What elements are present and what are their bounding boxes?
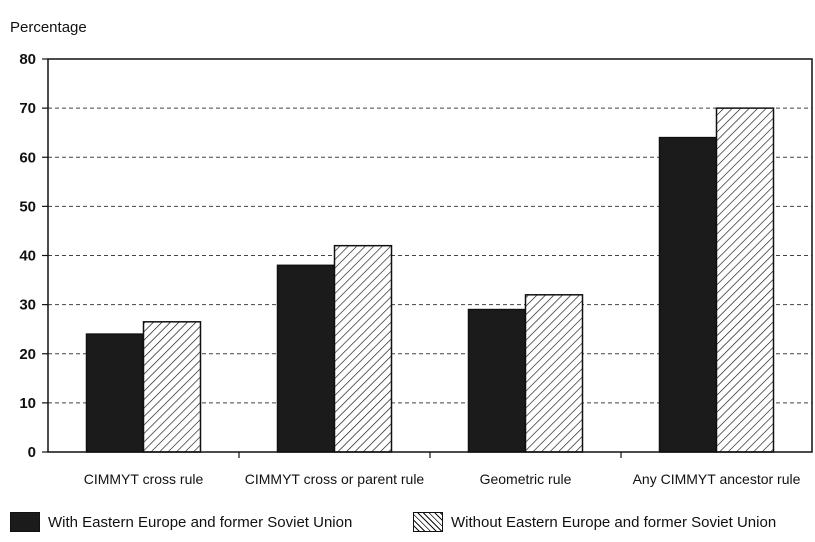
- y-tick-label: 0: [28, 444, 36, 461]
- y-tick-label: 30: [19, 297, 36, 314]
- y-tick-label: 60: [19, 149, 36, 166]
- bar-with-2: [276, 264, 336, 453]
- bar-with-3: [467, 308, 527, 453]
- x-category-label: Geometric rule: [480, 471, 572, 487]
- legend-swatch-hatched: [413, 512, 443, 532]
- bar-with-4: [658, 136, 718, 453]
- y-tick-labels: 0 10 20 30 40 50 60 70 80: [19, 51, 48, 461]
- legend: With Eastern Europe and former Soviet Un…: [0, 512, 815, 540]
- legend-item-without-eastern-europe: Without Eastern Europe and former Soviet…: [413, 512, 776, 532]
- y-axis-label: Percentage: [10, 19, 87, 36]
- bar-without-1: [142, 321, 202, 453]
- x-category-label: CIMMYT cross rule: [84, 471, 204, 487]
- y-tick-label: 70: [19, 100, 36, 117]
- legend-item-with-eastern-europe: With Eastern Europe and former Soviet Un…: [10, 512, 352, 532]
- y-tick-label: 20: [19, 346, 36, 363]
- legend-swatch-solid: [10, 512, 40, 532]
- x-category-label: Any CIMMYT ancestor rule: [633, 471, 801, 487]
- bar-without-4: [715, 107, 775, 453]
- bar-with-1: [85, 333, 145, 453]
- bar-without-3: [524, 294, 584, 453]
- y-tick-label: 40: [19, 248, 36, 265]
- bars: [85, 107, 775, 453]
- y-tick-label: 50: [19, 198, 36, 215]
- x-category-label: CIMMYT cross or parent rule: [245, 471, 425, 487]
- legend-label: Without Eastern Europe and former Soviet…: [451, 513, 777, 531]
- y-tick-label: 80: [19, 51, 36, 68]
- legend-label: With Eastern Europe and former Soviet Un…: [48, 513, 353, 531]
- y-tick-label: 10: [19, 395, 36, 412]
- bar-without-2: [333, 244, 393, 453]
- x-category-labels: CIMMYT cross rule CIMMYT cross or parent …: [84, 452, 801, 487]
- bar-chart: Percentage 0 10 20 30 40 50 60 70 80 CIMMYT cros…: [10, 19, 813, 487]
